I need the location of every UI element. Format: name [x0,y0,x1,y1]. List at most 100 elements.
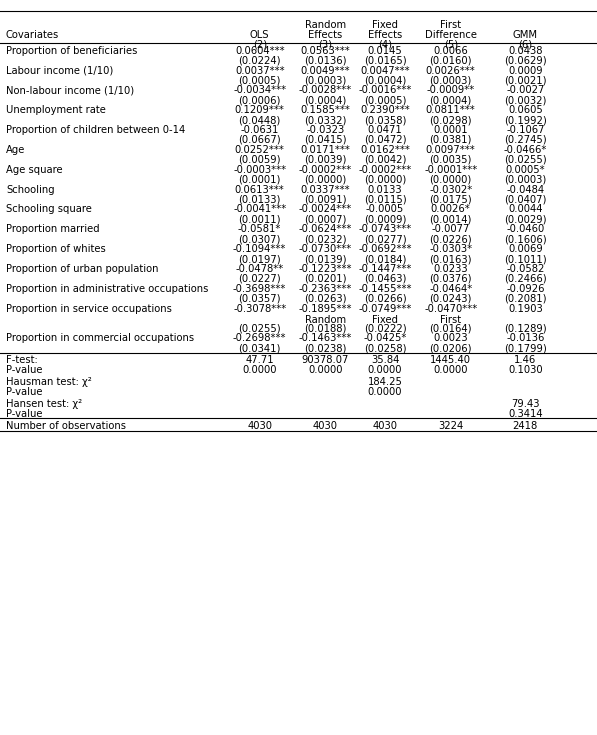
Text: -0.0016***: -0.0016*** [358,85,412,96]
Text: (0.0667): (0.0667) [238,135,281,145]
Text: (0.0059): (0.0059) [238,155,281,165]
Text: -0.0425*: -0.0425* [364,334,407,343]
Text: (0.0035): (0.0035) [430,155,472,165]
Text: 0.1903: 0.1903 [508,304,543,314]
Text: Difference: Difference [424,29,477,40]
Text: (2): (2) [253,40,267,49]
Text: (5): (5) [444,40,458,49]
Text: (0.0136): (0.0136) [304,56,347,65]
Text: (0.0415): (0.0415) [304,135,347,145]
Text: (0.0163): (0.0163) [429,254,472,264]
Text: Random: Random [305,20,346,29]
Text: -0.0582: -0.0582 [506,264,544,274]
Text: -0.0926: -0.0926 [506,284,544,294]
Text: -0.0003***: -0.0003*** [233,165,286,175]
Text: (0.0258): (0.0258) [364,343,407,354]
Text: (0.0014): (0.0014) [430,215,472,224]
Text: Labour income (1/10): Labour income (1/10) [6,65,113,76]
Text: P-value: P-value [6,387,42,397]
Text: Proportion of beneficiaries: Proportion of beneficiaries [6,46,137,56]
Text: (0.0277): (0.0277) [364,234,407,244]
Text: 0.0133: 0.0133 [368,184,402,195]
Text: (0.0009): (0.0009) [364,215,406,224]
Text: Proportion of whites: Proportion of whites [6,244,106,254]
Text: Unemployment rate: Unemployment rate [6,105,106,115]
Text: (0.0007): (0.0007) [304,215,346,224]
Text: Fixed: Fixed [372,315,398,325]
Text: -0.0034***: -0.0034*** [233,85,286,96]
Text: 0.0233: 0.0233 [433,264,468,274]
Text: (0.0000): (0.0000) [364,175,406,184]
Text: P-value: P-value [6,409,42,419]
Text: (0.0472): (0.0472) [364,135,407,145]
Text: (0.0139): (0.0139) [304,254,347,264]
Text: -0.2698***: -0.2698*** [233,334,287,343]
Text: -0.0749***: -0.0749*** [358,304,412,314]
Text: (0.1606): (0.1606) [504,234,547,244]
Text: 47.71: 47.71 [245,356,274,365]
Text: -0.0624***: -0.0624*** [298,224,352,234]
Text: 0.0097***: 0.0097*** [426,145,476,155]
Text: Proportion of children between 0-14: Proportion of children between 0-14 [6,125,185,135]
Text: (0.1799): (0.1799) [504,343,547,354]
Text: 0.0605: 0.0605 [508,105,543,115]
Text: (0.0003): (0.0003) [430,76,472,85]
Text: 0.0037***: 0.0037*** [235,65,285,76]
Text: (0.0232): (0.0232) [304,234,347,244]
Text: Random: Random [305,315,346,325]
Text: -0.0002***: -0.0002*** [358,165,412,175]
Text: (0.0255): (0.0255) [238,323,281,334]
Text: 0.0026***: 0.0026*** [426,65,476,76]
Text: -0.0743***: -0.0743*** [358,224,412,234]
Text: (0.0021): (0.0021) [504,76,547,85]
Text: (0.0000): (0.0000) [430,175,472,184]
Text: 0.3414: 0.3414 [508,409,543,419]
Text: (0.0201): (0.0201) [304,274,347,284]
Text: Effects: Effects [308,29,343,40]
Text: (0.0448): (0.0448) [239,115,281,125]
Text: -0.0303*: -0.0303* [429,244,472,254]
Text: 0.0066: 0.0066 [433,46,468,56]
Text: Fixed: Fixed [372,20,398,29]
Text: 4030: 4030 [313,421,338,431]
Text: (0.0029): (0.0029) [504,215,547,224]
Text: (6): (6) [518,40,533,49]
Text: -0.0464*: -0.0464* [429,284,472,294]
Text: (0.0133): (0.0133) [239,195,281,204]
Text: Age: Age [6,145,25,155]
Text: 0.0604***: 0.0604*** [235,46,285,56]
Text: (0.0005): (0.0005) [239,76,281,85]
Text: Proportion in administrative occupations: Proportion in administrative occupations [6,284,208,294]
Text: (0.0003): (0.0003) [304,76,346,85]
Text: -0.3698***: -0.3698*** [233,284,287,294]
Text: (0.0358): (0.0358) [364,115,406,125]
Text: 35.84: 35.84 [371,356,399,365]
Text: 0.0069: 0.0069 [508,244,543,254]
Text: (0.0222): (0.0222) [364,323,407,334]
Text: (0.0011): (0.0011) [238,215,281,224]
Text: (0.0005): (0.0005) [364,96,406,105]
Text: -0.0581*: -0.0581* [238,224,281,234]
Text: (0.0463): (0.0463) [364,274,406,284]
Text: 0.0044: 0.0044 [508,204,543,215]
Text: 90378.07: 90378.07 [301,356,349,365]
Text: -0.0631: -0.0631 [241,125,279,135]
Text: -0.1447***: -0.1447*** [358,264,412,274]
Text: Effects: Effects [368,29,402,40]
Text: 0.0000: 0.0000 [368,387,402,397]
Text: 79.43: 79.43 [511,399,540,409]
Text: Number of observations: Number of observations [6,421,126,431]
Text: OLS: OLS [250,29,269,40]
Text: (0.0164): (0.0164) [429,323,472,334]
Text: 0.0162***: 0.0162*** [360,145,410,155]
Text: Proportion in service occupations: Proportion in service occupations [6,304,172,314]
Text: -0.0027: -0.0027 [506,85,544,96]
Text: 0.0000: 0.0000 [368,365,402,376]
Text: (0.0307): (0.0307) [239,234,281,244]
Text: 0.0026*: 0.0026* [431,204,470,215]
Text: (0.0001): (0.0001) [239,175,281,184]
Text: -0.0460: -0.0460 [506,224,544,234]
Text: (0.2745): (0.2745) [504,135,547,145]
Text: -0.1463***: -0.1463*** [298,334,352,343]
Text: -0.0730***: -0.0730*** [298,244,352,254]
